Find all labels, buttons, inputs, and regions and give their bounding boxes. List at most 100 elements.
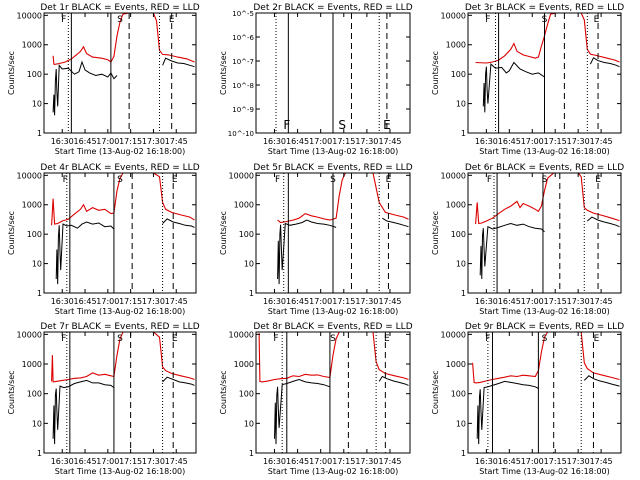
x-tick-label: 16:45 (74, 137, 97, 146)
x-tick-label: 17:45 (378, 137, 401, 146)
detector-panel: Det 6r BLACK = Events, RED = LLD F S E 16:30… (431, 163, 624, 316)
plot-frame (255, 12, 411, 134)
phase-marker-e: E (172, 175, 178, 185)
y-tick-label: 100 (451, 390, 466, 399)
x-tick-label: 17:15 (332, 297, 355, 306)
y-tick-label: 10^-10 (228, 130, 254, 138)
events-series-line (277, 219, 337, 285)
phase-marker-f: F (61, 334, 66, 344)
y-tick-label: 1000 (22, 41, 42, 50)
x-axis-label: Start Time (13-Aug-02 16:18:00) (479, 467, 610, 476)
y-tick-label: 100 (27, 390, 42, 399)
x-tick-label: 17:45 (590, 297, 613, 306)
x-tick-label: 16:30 (263, 297, 286, 306)
detector-panel: Det 5r BLACK = Events, RED = LLD F S E 16:30… (219, 163, 413, 316)
phase-marker-s: S (338, 118, 346, 132)
y-tick-label: 1 (37, 289, 42, 298)
x-tick-label: 17:30 (355, 297, 378, 306)
phase-marker-s: S (542, 15, 548, 25)
y-tick-label: 10^-7 (232, 58, 254, 66)
x-tick-label: 17:00 (96, 457, 119, 466)
phase-marker-s: S (330, 175, 336, 185)
detector-panel: Det 1r BLACK = Events, RED = LLD F S E 16:30… (7, 3, 200, 156)
x-tick-label: 17:15 (119, 297, 142, 306)
y-tick-label: 10000 (229, 330, 254, 339)
x-tick-label: 16:45 (286, 457, 309, 466)
x-tick-label: 17:30 (567, 137, 590, 146)
plot-frame (467, 331, 622, 454)
plot-frame (43, 172, 197, 294)
y-tick-label: 10 (456, 260, 466, 269)
x-tick-label: 17:45 (165, 137, 188, 146)
panel-title: Det 1r BLACK = Events, RED = LLD (40, 3, 199, 13)
y-tick-label: 10000 (441, 11, 466, 20)
y-tick-label: 1 (37, 129, 42, 138)
lld-series-line (475, 173, 620, 225)
y-axis-label: Counts/sec (219, 51, 228, 95)
y-tick-label: 10 (456, 100, 466, 109)
x-tick-label: 17:00 (521, 457, 544, 466)
lld-series-line (472, 332, 620, 384)
x-tick-label: 17:00 (521, 137, 544, 146)
y-tick-label: 1000 (446, 41, 466, 50)
x-tick-label: 17:30 (567, 297, 590, 306)
detector-panel: Det 4r BLACK = Events, RED = LLD F S E 16:30… (7, 163, 200, 316)
phase-marker-e: E (172, 334, 178, 344)
phase-marker-e: E (594, 334, 600, 344)
lld-series-line (51, 173, 195, 226)
lld-series-line (258, 332, 409, 383)
y-tick-label: 10000 (17, 330, 42, 339)
x-tick-label: 16:30 (475, 457, 498, 466)
events-series-line (479, 222, 545, 280)
x-tick-label: 17:00 (309, 137, 332, 146)
events-series-line (586, 216, 620, 228)
x-tick-label: 17:45 (165, 457, 188, 466)
x-tick-label: 17:00 (96, 137, 119, 146)
detector-panel: Det 7r BLACK = Events, RED = LLD F S E 16:30… (7, 322, 200, 476)
x-tick-label: 16:30 (475, 137, 498, 146)
plot-frame (255, 331, 411, 454)
phase-marker-f: F (61, 15, 66, 25)
x-axis-label: Start Time (13-Aug-02 16:18:00) (479, 307, 610, 316)
x-tick-label: 16:45 (286, 137, 309, 146)
plot-frame (467, 12, 622, 134)
y-tick-label: 100 (451, 70, 466, 79)
y-tick-label: 100 (451, 230, 466, 239)
lld-series-line (51, 332, 195, 383)
x-tick-label: 17:45 (165, 297, 188, 306)
x-axis-label: Start Time (13-Aug-02 16:18:00) (479, 147, 610, 156)
panel-title: Det 2r BLACK = Events, RED = LLD (253, 3, 412, 13)
events-series-line (583, 375, 620, 387)
lld-series-line (52, 13, 195, 65)
y-axis-label: Counts/sec (7, 370, 16, 414)
y-axis-label: Counts/sec (431, 211, 440, 255)
events-series-line (162, 57, 195, 68)
x-tick-label: 17:30 (355, 457, 378, 466)
panel-title: Det 6r BLACK = Events, RED = LLD (465, 163, 624, 173)
y-tick-label: 1 (461, 289, 466, 298)
detector-panel: Det 8r BLACK = Events, RED = LLD F S E 16:30… (219, 322, 413, 476)
plot-frame (43, 12, 197, 134)
events-series-line (476, 380, 539, 445)
phase-marker-f: F (63, 175, 68, 185)
y-tick-label: 10 (32, 260, 42, 269)
x-tick-label: 17:00 (309, 457, 332, 466)
phase-marker-e: E (169, 15, 175, 25)
x-tick-label: 17:30 (142, 297, 165, 306)
x-tick-label: 17:45 (590, 137, 613, 146)
y-tick-label: 1 (249, 289, 254, 298)
x-tick-label: 17:00 (521, 297, 544, 306)
detector-panel: Det 9r BLACK = Events, RED = LLD F S E 16:30… (431, 322, 624, 476)
events-series-line (162, 218, 195, 228)
panel-title: Det 9r BLACK = Events, RED = LLD (465, 322, 624, 332)
y-tick-label: 10000 (441, 171, 466, 180)
y-axis-label: Counts/sec (219, 211, 228, 255)
x-tick-label: 17:45 (378, 297, 401, 306)
y-tick-label: 1000 (234, 360, 254, 369)
panel-title: Det 7r BLACK = Events, RED = LLD (40, 322, 199, 332)
phase-marker-f: F (275, 175, 280, 185)
phase-marker-s: S (117, 15, 123, 25)
x-tick-label: 17:45 (590, 457, 613, 466)
panel-title: Det 5r BLACK = Events, RED = LLD (253, 163, 412, 173)
